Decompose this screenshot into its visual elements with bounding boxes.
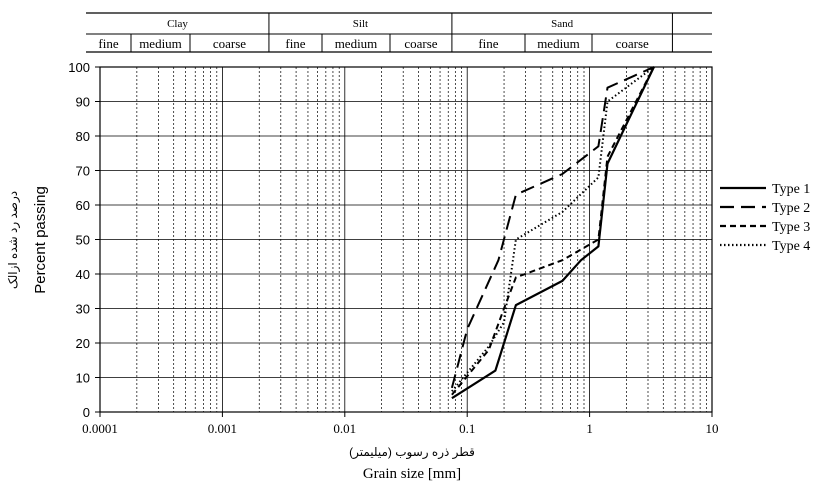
y-tick-label: 90 bbox=[76, 95, 90, 110]
y-axis-label-persian: درصد رد شده ازالک bbox=[6, 191, 21, 289]
x-axis-label: Grain size [mm] bbox=[363, 466, 461, 482]
y-tick-label: 40 bbox=[76, 267, 90, 282]
y-axis-label: Percent passing bbox=[32, 186, 49, 294]
y-tick-label: 60 bbox=[76, 198, 90, 213]
y-tick-label: 10 bbox=[76, 371, 90, 386]
header-clay-coarse-label: coarse bbox=[213, 36, 246, 51]
x-tick-label: 0.01 bbox=[333, 421, 356, 436]
series-layer bbox=[450, 66, 655, 400]
series-line-type-2 bbox=[450, 66, 655, 389]
y-tick-label: 20 bbox=[76, 336, 90, 351]
header-sand-coarse-label: coarse bbox=[616, 36, 649, 51]
y-tick-label: 80 bbox=[76, 129, 90, 144]
x-tick-label: 10 bbox=[706, 421, 719, 436]
x-tick-label: 0.0001 bbox=[82, 421, 118, 436]
y-tick-label: 50 bbox=[76, 233, 90, 248]
header-silt-label: Silt bbox=[353, 18, 368, 30]
legend-label-type-3: Type 3 bbox=[772, 220, 810, 235]
header-clay-label: Clay bbox=[167, 18, 188, 30]
header-sand-label: Sand bbox=[551, 18, 574, 30]
x-tick-label: 1 bbox=[586, 421, 593, 436]
header-silt-fine-label: fine bbox=[285, 36, 305, 51]
header-sand-medium-label: medium bbox=[537, 36, 580, 51]
legend-label-type-2: Type 2 bbox=[772, 201, 810, 216]
y-tick-label: 100 bbox=[68, 60, 90, 75]
legend-label-type-1: Type 1 bbox=[772, 182, 810, 197]
legend-label-type-4: Type 4 bbox=[772, 239, 810, 254]
y-tick-label: 70 bbox=[76, 164, 90, 179]
x-axis-label-persian: قطر ذره رسوب (میلیمتر) bbox=[349, 445, 475, 460]
x-tick-label: 0.1 bbox=[459, 421, 475, 436]
y-tick-label: 0 bbox=[83, 405, 90, 420]
series-line-type-1 bbox=[451, 66, 655, 400]
chart-axes: 0.0001 0.001 0.01 0.1 1 100102030405060708090… bbox=[68, 60, 718, 436]
x-tick-label: 0.001 bbox=[208, 421, 237, 436]
chart-grid bbox=[99, 66, 713, 413]
y-tick-label: 30 bbox=[76, 302, 90, 317]
soil-classification-header: Clay fine medium coarse Silt fine medium coarse… bbox=[86, 12, 712, 53]
series-line-type-4 bbox=[451, 66, 655, 392]
header-silt-medium-label: medium bbox=[335, 36, 378, 51]
header-sand-fine-label: fine bbox=[478, 36, 498, 51]
chart-legend: Type 1 Type 2 Type 3 Type 4 bbox=[720, 182, 810, 254]
series-line-type-3 bbox=[451, 66, 655, 396]
header-clay-medium-label: medium bbox=[139, 36, 182, 51]
header-clay-fine-label: fine bbox=[98, 36, 118, 51]
header-silt-coarse-label: coarse bbox=[404, 36, 437, 51]
